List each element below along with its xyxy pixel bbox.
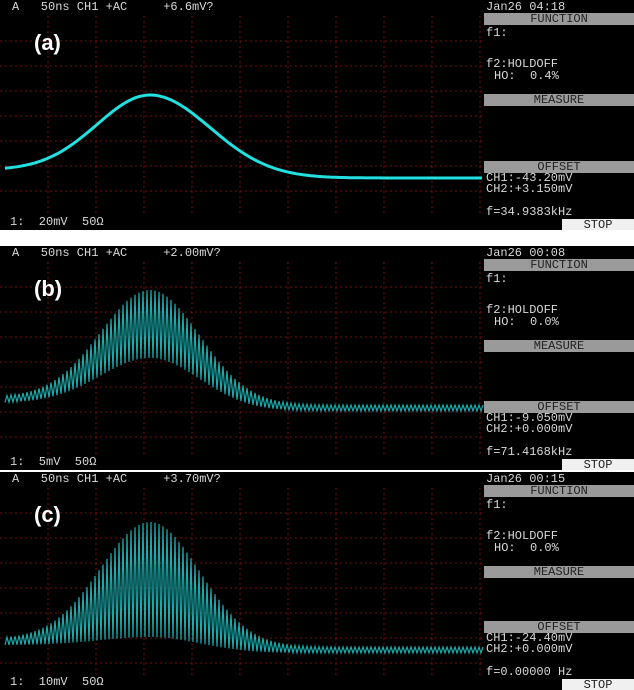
menu-title: FUNCTION <box>530 258 588 272</box>
holdoff: HO: 0.0% <box>494 541 560 555</box>
frequency: f=34.9383kHz <box>486 205 572 219</box>
menu-title: FUNCTION <box>530 484 588 498</box>
holdoff: HO: 0.0% <box>494 315 560 329</box>
ch2-offset: CH2:+0.000mV <box>486 642 573 656</box>
header: A 50ns CH1 +AC +2.00mV? <box>12 246 221 260</box>
scale: 1: 5mV 50Ω <box>10 455 96 469</box>
frequency: f=71.4168kHz <box>486 445 572 459</box>
menu-title: MEASURE <box>534 565 584 579</box>
ch2-offset: CH2:+3.150mV <box>486 182 573 196</box>
stop: STOP <box>584 458 613 472</box>
scope-panel: (b)A 50ns CH1 +AC +2.00mV?Jan26 00:081: … <box>0 246 634 472</box>
panel-label: (a) <box>34 30 61 55</box>
oscilloscope-figure: (a)A 50ns CH1 +AC +6.6mV?Jan26 04:181: 2… <box>0 0 634 690</box>
scope-panel: (a)A 50ns CH1 +AC +6.6mV?Jan26 04:181: 2… <box>0 0 634 232</box>
stop: STOP <box>584 218 613 232</box>
panel-background <box>0 246 634 470</box>
menu-title: MEASURE <box>534 339 584 353</box>
stop: STOP <box>584 678 613 690</box>
scale: 1: 10mV 50Ω <box>10 675 104 689</box>
panel-label: (c) <box>34 502 61 527</box>
header: A 50ns CH1 +AC +6.6mV? <box>12 0 214 14</box>
scope-panel: (c)A 50ns CH1 +AC +3.70mV?Jan26 00:151: … <box>0 472 634 690</box>
f1: f1: <box>486 272 508 286</box>
menu-title: MEASURE <box>534 93 584 107</box>
menu-title: FUNCTION <box>530 12 588 26</box>
f1: f1: <box>486 498 508 512</box>
ch2-offset: CH2:+0.000mV <box>486 422 573 436</box>
f1: f1: <box>486 26 508 40</box>
header: A 50ns CH1 +AC +3.70mV? <box>12 472 221 486</box>
frequency: f=0.00000 Hz <box>486 665 572 679</box>
holdoff: HO: 0.4% <box>494 69 560 83</box>
panel-label: (b) <box>34 276 62 301</box>
scale: 1: 20mV 50Ω <box>10 215 104 229</box>
